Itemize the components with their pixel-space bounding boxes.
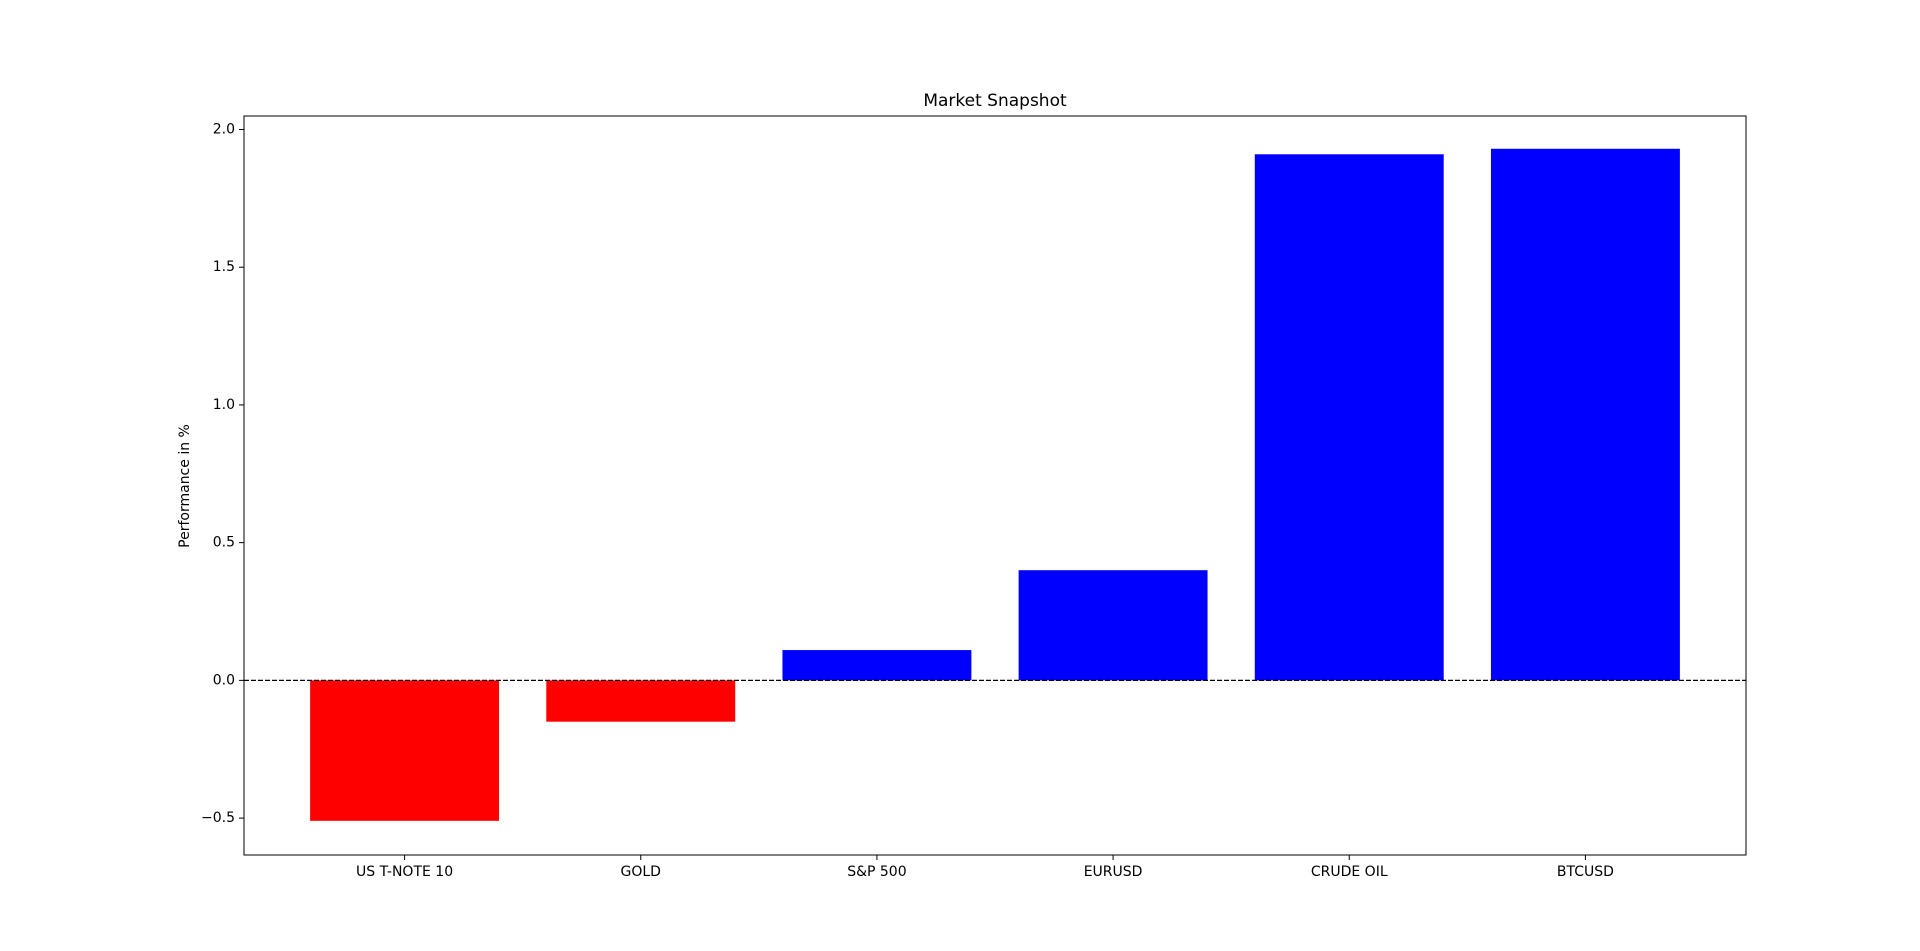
y-tick-label: 1.5 xyxy=(213,259,235,275)
bar xyxy=(1490,148,1680,681)
y-tick-label: 1.0 xyxy=(213,397,235,413)
x-tick-label: EURUSD xyxy=(1084,864,1143,880)
y-tick-label: 2.0 xyxy=(213,121,235,137)
bar xyxy=(1254,154,1444,681)
bar xyxy=(782,650,972,681)
y-tick-label: 0.5 xyxy=(213,535,235,551)
x-tick-label: US T-NOTE 10 xyxy=(356,864,453,880)
x-tick-label: S&P 500 xyxy=(847,864,906,880)
plot-frame xyxy=(243,115,1747,856)
y-axis-label: Performance in % xyxy=(177,424,193,548)
bar xyxy=(310,680,500,821)
x-tick-label: CRUDE OIL xyxy=(1311,864,1388,880)
y-tick-label: 0.0 xyxy=(213,672,235,688)
x-tick-label: BTCUSD xyxy=(1557,864,1614,880)
bar xyxy=(1018,570,1208,681)
chart-title: Market Snapshot xyxy=(923,91,1067,111)
y-tick-label: −0.5 xyxy=(201,810,235,826)
x-tick-label: GOLD xyxy=(621,864,661,880)
bar xyxy=(546,680,736,722)
